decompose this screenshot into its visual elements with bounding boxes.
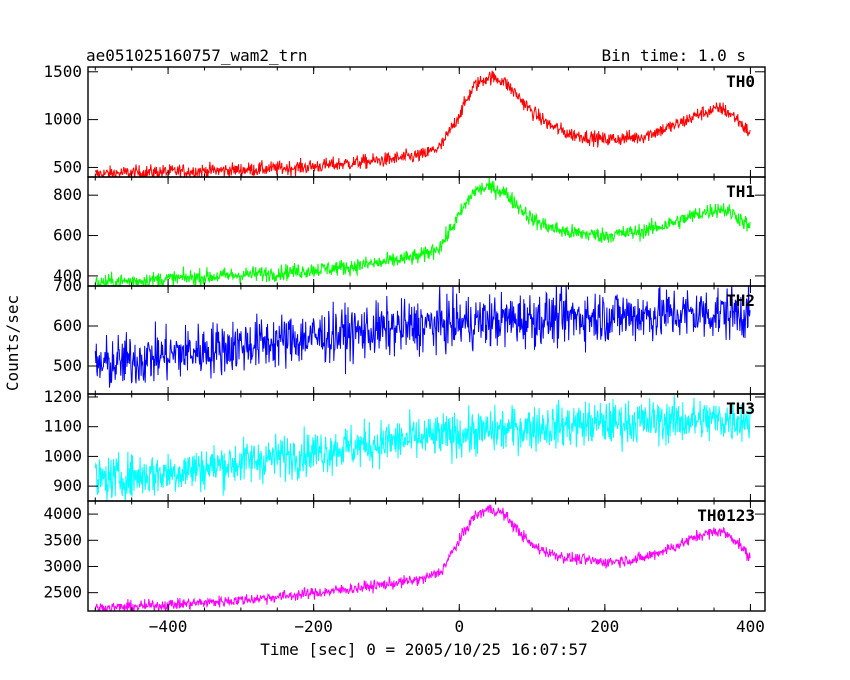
y-tick-label-th2: 500 — [53, 356, 82, 375]
panel-frame-th1 — [87, 176, 766, 287]
y-tick-label-th3: 1100 — [43, 417, 82, 436]
x-axis-label: Time [sec] 0 = 2005/10/25 16:07:57 — [260, 640, 588, 659]
y-tick-label-th0123: 2500 — [43, 583, 82, 602]
x-tick-label: −200 — [294, 617, 333, 636]
y-tick-label-th1: 400 — [53, 266, 82, 285]
panel-label-th0: TH0 — [726, 72, 755, 91]
y-tick-label-th1: 800 — [53, 185, 82, 204]
x-tick-label: 0 — [454, 617, 464, 636]
panel-label-th0123: TH0123 — [697, 506, 755, 525]
series-line-th0 — [94, 70, 751, 177]
panel-label-th3: TH3 — [726, 399, 755, 418]
y-tick-label-th0123: 4000 — [43, 504, 82, 523]
chart-title: ae051025160757_wam2_trn — [86, 46, 308, 65]
panel-frame-th0123 — [87, 500, 766, 612]
panel-frame-th3 — [87, 393, 766, 502]
panel-label-th2: TH2 — [726, 291, 755, 310]
y-tick-label-th3: 1000 — [43, 446, 82, 465]
chart-subtitle: Bin time: 1.0 s — [602, 46, 747, 65]
series-line-th0123 — [94, 504, 751, 611]
series-line-th3 — [94, 395, 751, 501]
y-tick-label-th0: 1500 — [43, 62, 82, 81]
y-tick-label-th3: 1200 — [43, 387, 82, 406]
y-tick-label-th3: 900 — [53, 476, 82, 495]
y-tick-label-th0123: 3000 — [43, 556, 82, 575]
y-tick-label-th1: 600 — [53, 226, 82, 245]
y-axis-label: Counts/sec — [3, 295, 22, 391]
y-tick-label-th0: 1000 — [43, 110, 82, 129]
panels-group: 500 1000 1500 TH0 400 600 800 TH1 500 600 700 TH2 90… — [43, 62, 766, 636]
y-tick-label-th2: 700 — [53, 276, 82, 295]
panel-frame-th0 — [87, 66, 766, 178]
y-tick-label-th2: 600 — [53, 316, 82, 335]
panel-label-th1: TH1 — [726, 182, 755, 201]
x-tick-label: −400 — [149, 617, 188, 636]
y-tick-label-th0: 500 — [53, 157, 82, 176]
x-tick-label: 400 — [736, 617, 765, 636]
x-tick-label: 200 — [590, 617, 619, 636]
series-line-th1 — [94, 177, 751, 286]
series-line-th2 — [94, 286, 751, 388]
y-tick-label-th0123: 3500 — [43, 530, 82, 549]
